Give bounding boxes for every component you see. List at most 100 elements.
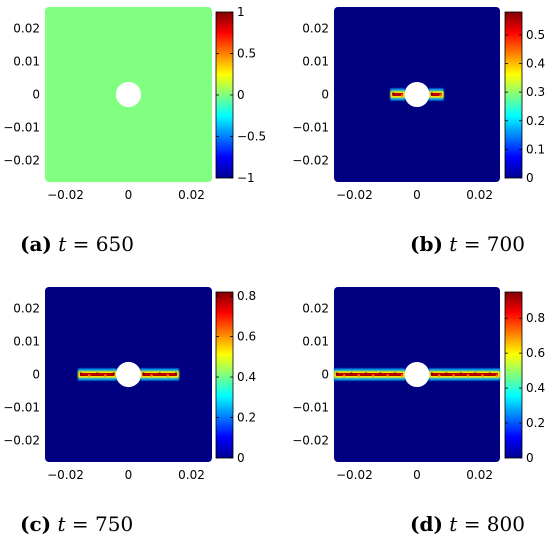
colorbar-tick-label: 0 [526,451,534,465]
caption-b: (b) t = 700 [410,232,525,256]
colorbar-tick-label: 0.2 [526,114,545,128]
colorbar-tick-label: 0 [237,88,245,102]
x-tick-label: −0.02 [336,188,373,202]
caption-a: (a) t = 650 [20,232,134,256]
colorbar-tick-label: 0.5 [237,47,256,61]
caption-c-label: (c) [20,512,52,536]
crack-speck [400,94,404,97]
colorbar-tick-label: 0.1 [526,142,545,156]
x-tick-label: −0.02 [47,188,84,202]
panel-d: −0.02 0 0.020.020.010−0.01−0.020.80.60.40.… [292,287,545,482]
caption-d-variable: t [449,512,458,536]
colorbar: 0.8 0.6 0.4 0.2 0 [215,289,256,465]
crack-speck [357,374,360,377]
crack-speck [104,374,107,377]
panel-c: −0.02 0 0.020.020.010−0.01−0.020.80.60.40.… [3,287,256,482]
y-tick-label: 0 [321,88,329,102]
y-tick-label: 0.01 [13,54,40,68]
x-tick-label: 0.02 [466,188,493,202]
caption-b-value: = 700 [463,232,525,256]
crack-band [428,88,444,101]
hole [115,81,142,108]
colorbar-tick-label: 1 [237,5,245,19]
y-tick-label: 0 [321,368,329,382]
crack-band [428,368,500,381]
colorbar-tick-label: 0 [237,451,245,465]
colorbar-tick-label: 0.5 [526,28,545,42]
crack-band [390,88,406,101]
caption-a-label: (a) [20,232,52,256]
colorbar-gradient [504,291,523,459]
crack-speck [342,374,346,377]
crack-speck [174,372,178,376]
colorbar-tick-label: 0.4 [237,370,256,384]
crack-speck [474,372,477,376]
hole [404,81,430,108]
crack-speck [87,374,91,377]
colorbar-tick-label: 0.4 [526,57,545,71]
crack-speck [371,374,375,377]
colorbar-tick-label: 0 [526,171,534,185]
caption-b-variable: t [449,232,458,256]
crack-speck [466,374,470,377]
caption-c: (c) t = 750 [20,512,133,536]
crack-speck [430,372,434,376]
x-tick-label: −0.02 [47,468,84,482]
crack-speck [445,372,448,376]
crack-speck [488,372,492,376]
y-tick-label: −0.02 [292,154,329,168]
crack-speck [439,94,442,97]
colorbar-tick-label: −1 [237,171,255,185]
panel-a: −0.02 0 0.02 0.02 0.01 0 −0.01 −0.02 1 0.5 0 −0.5 −1 [3,5,266,202]
caption-a-variable: t [58,232,67,256]
y-tick-label: 0.02 [13,301,40,315]
colorbar-tick-label: 0.6 [237,330,256,344]
crack-core [430,93,442,96]
x-tick-label: 0 [125,188,133,202]
hole [115,361,142,388]
caption-d-label: (d) [410,512,443,536]
colorbar-tick-label: 0.8 [237,289,256,303]
crack-speck [400,374,404,377]
y-tick-label: −0.01 [3,121,40,135]
y-tick-label: 0 [32,88,40,102]
crack-speck [452,374,455,377]
y-tick-label: 0.02 [302,21,329,35]
crack-speck [393,372,397,376]
colorbar-tick-label: 0.4 [526,381,545,395]
y-tick-label: −0.01 [292,121,329,135]
y-tick-label: −0.02 [3,434,40,448]
crack-core [336,373,404,376]
colorbar-gradient [504,11,523,179]
crack-speck [350,372,353,376]
x-tick-label: 0.02 [466,468,493,482]
crack-speck [495,374,499,377]
caption-d: (d) t = 800 [410,512,525,536]
y-tick-label: −0.02 [3,154,40,168]
y-tick-label: 0.01 [13,334,40,348]
crack-speck [112,372,115,376]
colorbar: 0.5 0.4 0.3 0.2 0.1 0 [504,11,545,185]
caption-c-value: = 750 [71,512,134,536]
crack-speck [150,374,153,377]
crack-speck [335,372,339,376]
x-tick-label: −0.02 [336,468,373,482]
hole [404,361,430,388]
crack-speck [386,374,389,377]
y-tick-label: −0.01 [3,401,40,415]
crack-speck [166,374,170,377]
x-tick-label: 0.02 [178,468,205,482]
colorbar-tick-label: 0.2 [526,416,545,430]
crack-core [392,93,404,96]
y-tick-label: 0.02 [302,301,329,315]
crack-speck [79,372,83,376]
caption-b-label: (b) [410,232,443,256]
crack-speck [459,372,463,376]
colorbar: 0.8 0.6 0.4 0.2 0 [504,291,545,465]
y-tick-label: −0.02 [292,434,329,448]
y-tick-label: 0.02 [13,21,40,35]
crack-speck [379,372,382,376]
colorbar-tick-label: −0.5 [237,130,266,144]
colorbar-tick-label: 0.6 [526,346,545,360]
x-tick-label: 0 [125,468,133,482]
